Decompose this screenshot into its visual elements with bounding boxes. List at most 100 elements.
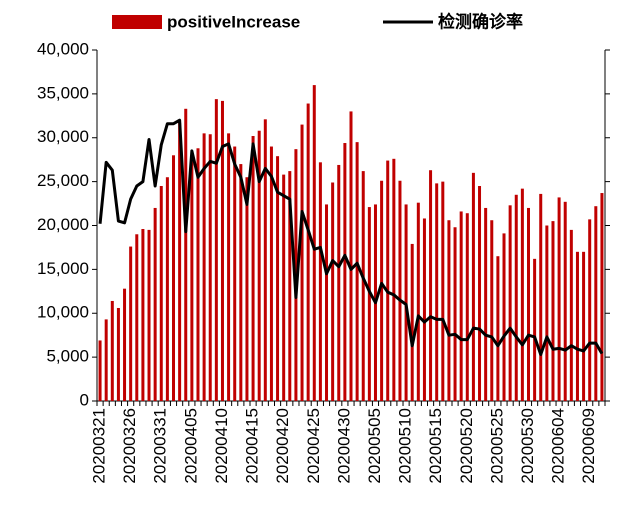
bar: [465, 213, 469, 401]
y-tick-label: 20,000: [37, 215, 89, 234]
x-tick-label: 20200425: [304, 408, 323, 484]
bar: [269, 146, 273, 401]
bar: [600, 193, 604, 401]
x-tick-label: 20200415: [243, 408, 262, 484]
bar: [435, 183, 439, 401]
bar: [508, 205, 512, 401]
y-tick-label: 10,000: [37, 303, 89, 322]
bar: [416, 202, 420, 401]
bar: [569, 229, 573, 401]
y-tick-label: 40,000: [37, 39, 89, 58]
bar: [594, 206, 598, 401]
bar: [484, 207, 488, 401]
bar: [588, 219, 592, 401]
bar: [533, 258, 537, 401]
bar: [208, 134, 212, 402]
bar: [276, 156, 280, 401]
y-tick-label: 15,000: [37, 259, 89, 278]
x-tick-label: 20200525: [487, 408, 506, 484]
x-tick-label: 20200505: [365, 408, 384, 484]
line: [98, 118, 604, 356]
bar: [227, 133, 231, 402]
y-tick-label: 35,000: [37, 83, 89, 102]
bar: [551, 221, 555, 401]
bar: [165, 177, 169, 401]
bar: [386, 160, 390, 401]
bar: [526, 207, 530, 401]
bar: [98, 340, 102, 401]
bar: [282, 174, 286, 401]
bar: [582, 251, 586, 401]
bar: [471, 172, 475, 401]
bar: [557, 197, 561, 401]
x-tick-label: 20200326: [120, 408, 139, 484]
bar: [349, 111, 353, 402]
bar: [312, 85, 316, 401]
bar: [422, 218, 426, 401]
bar: [196, 148, 200, 401]
x-tick-label: 20200410: [212, 408, 231, 484]
x-tick-label: 20200530: [518, 408, 537, 484]
bar: [214, 99, 218, 401]
bar: [263, 119, 267, 401]
bar: [398, 180, 402, 401]
bar: [159, 186, 163, 401]
x-tick-label: 20200510: [396, 408, 415, 484]
bar: [545, 225, 549, 401]
bar: [129, 246, 133, 401]
bar: [355, 142, 359, 401]
legend-swatch-bar: [112, 15, 162, 29]
bar: [123, 288, 127, 401]
x-tick-label: 20200609: [579, 408, 598, 484]
x-tick-label: 20200430: [334, 408, 353, 484]
bar: [178, 122, 182, 402]
x-tick-label: 20200405: [181, 408, 200, 484]
bar: [116, 307, 120, 401]
bar: [288, 171, 292, 401]
bar: [410, 243, 414, 401]
bar: [306, 103, 310, 401]
bar: [575, 251, 579, 401]
legend-label: positiveIncrease: [167, 12, 300, 31]
bar: [337, 164, 341, 401]
bar: [110, 300, 114, 401]
bar: [135, 234, 139, 401]
bar: [251, 135, 255, 401]
bar: [490, 220, 494, 401]
y-tick-label: 30,000: [37, 127, 89, 146]
x-tick-label: 20200520: [457, 408, 476, 484]
bar: [441, 181, 445, 401]
bar: [343, 143, 347, 401]
bar: [502, 233, 506, 401]
bar: [190, 155, 194, 401]
bar: [233, 146, 237, 401]
bar: [478, 186, 482, 401]
x-tick-label: 20200515: [426, 408, 445, 484]
bar: [239, 164, 243, 401]
x-tick-label: 20200420: [273, 408, 292, 484]
bar: [367, 207, 371, 401]
bar: [300, 124, 304, 402]
bar: [325, 204, 329, 401]
bar: [361, 171, 365, 401]
bar: [318, 162, 322, 401]
bar: [453, 227, 457, 401]
bar: [141, 229, 145, 401]
bar: [220, 100, 224, 402]
bar: [447, 220, 451, 401]
bar: [257, 130, 261, 402]
bar: [172, 155, 176, 401]
bar: [380, 180, 384, 401]
bar: [539, 193, 543, 401]
legend-label: 检测确诊率: [438, 11, 523, 31]
y-tick-label: 25,000: [37, 171, 89, 190]
y-tick-label: 5,000: [46, 347, 89, 366]
bar: [496, 256, 500, 401]
bar: [245, 177, 249, 401]
bar: [184, 108, 188, 401]
bar: [429, 170, 433, 401]
bar: [514, 194, 518, 401]
bar: [153, 207, 157, 401]
bar: [104, 319, 108, 401]
